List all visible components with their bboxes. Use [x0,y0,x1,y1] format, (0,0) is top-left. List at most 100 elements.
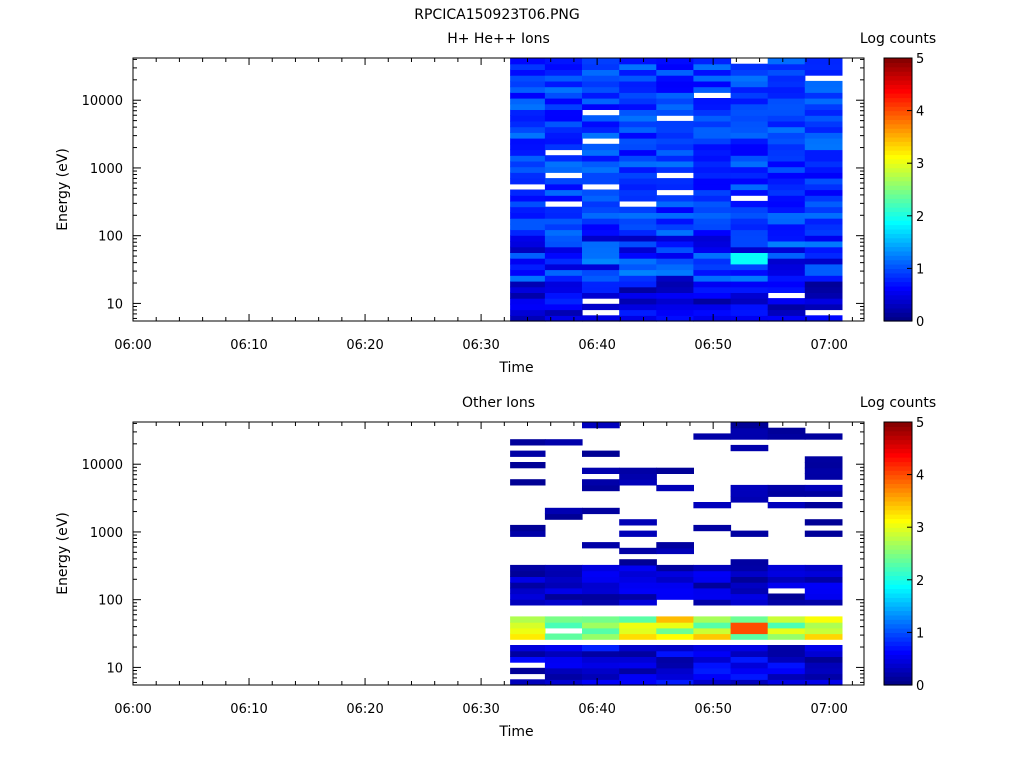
heatmap-cell [693,115,732,122]
heatmap-cell [544,633,583,640]
heatmap-cell [730,303,769,311]
heatmap-cell [619,309,657,316]
heatmap-cell [510,309,546,316]
heatmap-cell [767,195,806,202]
heatmap-cell [582,75,620,82]
heatmap-cell [656,138,694,145]
heatmap-cell [582,166,620,173]
heatmap-cell [656,246,694,253]
heatmap-cell [767,149,806,156]
heatmap-cell [544,275,583,282]
colorbar-segment [884,588,912,594]
colorbar-tick-label: 0 [916,315,924,330]
heatmap-cell [619,86,657,93]
heatmap-cell [693,679,732,686]
colorbar-segment [884,220,912,226]
colorbar-tick-label: 5 [916,416,924,431]
heatmap-cell [693,138,732,145]
colorbar-segment [884,163,912,169]
heatmap-cell [619,80,657,88]
heatmap-cell [510,178,546,185]
heatmap-cell [730,80,769,88]
heatmap-cell [730,109,769,116]
colorbar: 0 1 2 3 4 5 Log counts [860,395,936,694]
heatmap-cell [767,206,806,213]
heatmap-cell [693,103,732,110]
heatmap-cell [656,673,694,680]
colorbar-segment [884,619,912,625]
heatmap-cell [693,502,732,509]
heatmap-cell [656,484,694,492]
heatmap-cell [619,564,657,572]
heatmap-cell [544,143,583,151]
heatmap-cell [619,92,657,99]
colorbar-segment [884,268,912,274]
heatmap-cell [510,69,546,76]
heatmap-cell [582,650,620,657]
heatmap-cell [619,281,657,288]
heatmap-cell [804,160,843,168]
colorbar-segment [884,145,912,151]
colorbar-segment [884,430,912,436]
heatmap-cell [767,246,806,253]
heatmap-cell [544,645,583,652]
colorbar-tick-label: 4 [916,469,924,484]
heatmap-cell [544,667,583,675]
heatmap-cell [619,662,657,669]
heatmap-cell [582,645,620,652]
heatmap-cell [544,309,583,316]
heatmap-cell [730,616,769,623]
heatmap-cell [804,143,843,151]
colorbar-segment [884,571,912,577]
heatmap-cell [510,132,546,139]
heatmap-cell [656,650,694,657]
heatmap-cell [656,582,694,589]
heatmap-cell [619,656,657,663]
heatmap-cell [510,103,546,110]
heatmap-cell [804,189,843,196]
heatmap-cell [656,542,694,549]
heatmap-cell [510,275,546,282]
heatmap-cell [693,587,732,595]
heatmap-cell [804,662,843,669]
colorbar-segment [884,680,912,686]
heatmap-cell [804,473,843,480]
colorbar-segment [884,553,912,559]
heatmap-cell [804,576,843,583]
heatmap-cell [544,286,583,293]
heatmap-cell [767,275,806,282]
colorbar-segment [884,316,912,322]
heatmap-cell [510,667,546,675]
heatmap-cell [730,155,769,162]
heatmap-cell [582,229,620,236]
heatmap-cell [510,622,546,629]
heatmap-cell [544,241,583,248]
colorbar-segment [884,518,912,524]
heatmap-cell [804,292,843,299]
colorbar-segment [884,242,912,248]
heatmap-cell [544,616,583,623]
heatmap-cell [582,246,620,253]
heatmap-cell [730,530,769,537]
heatmap-cell [544,582,583,589]
heatmap-cell [693,309,732,316]
heatmap-cell [619,650,657,657]
heatmap-cell [656,103,694,110]
heatmap-cell [510,479,546,486]
heatmap-cell [730,667,769,675]
heatmap-cell [510,160,546,168]
y-tick-label: 10000 [82,94,123,109]
heatmap-cell [730,252,769,259]
x-tick-label: 06:40 [578,338,615,353]
colorbar-segment [884,575,912,581]
heatmap-cell [510,195,546,202]
heatmap-cell [582,422,620,429]
heatmap-cell [730,662,769,669]
heatmap-cell [544,132,583,139]
heatmap-cell [804,195,843,202]
heatmap-cell [619,547,657,555]
heatmap-cell [730,444,769,452]
colorbar-segment [884,119,912,125]
heatmap-cell [693,292,732,299]
heatmap-cell [544,673,583,680]
